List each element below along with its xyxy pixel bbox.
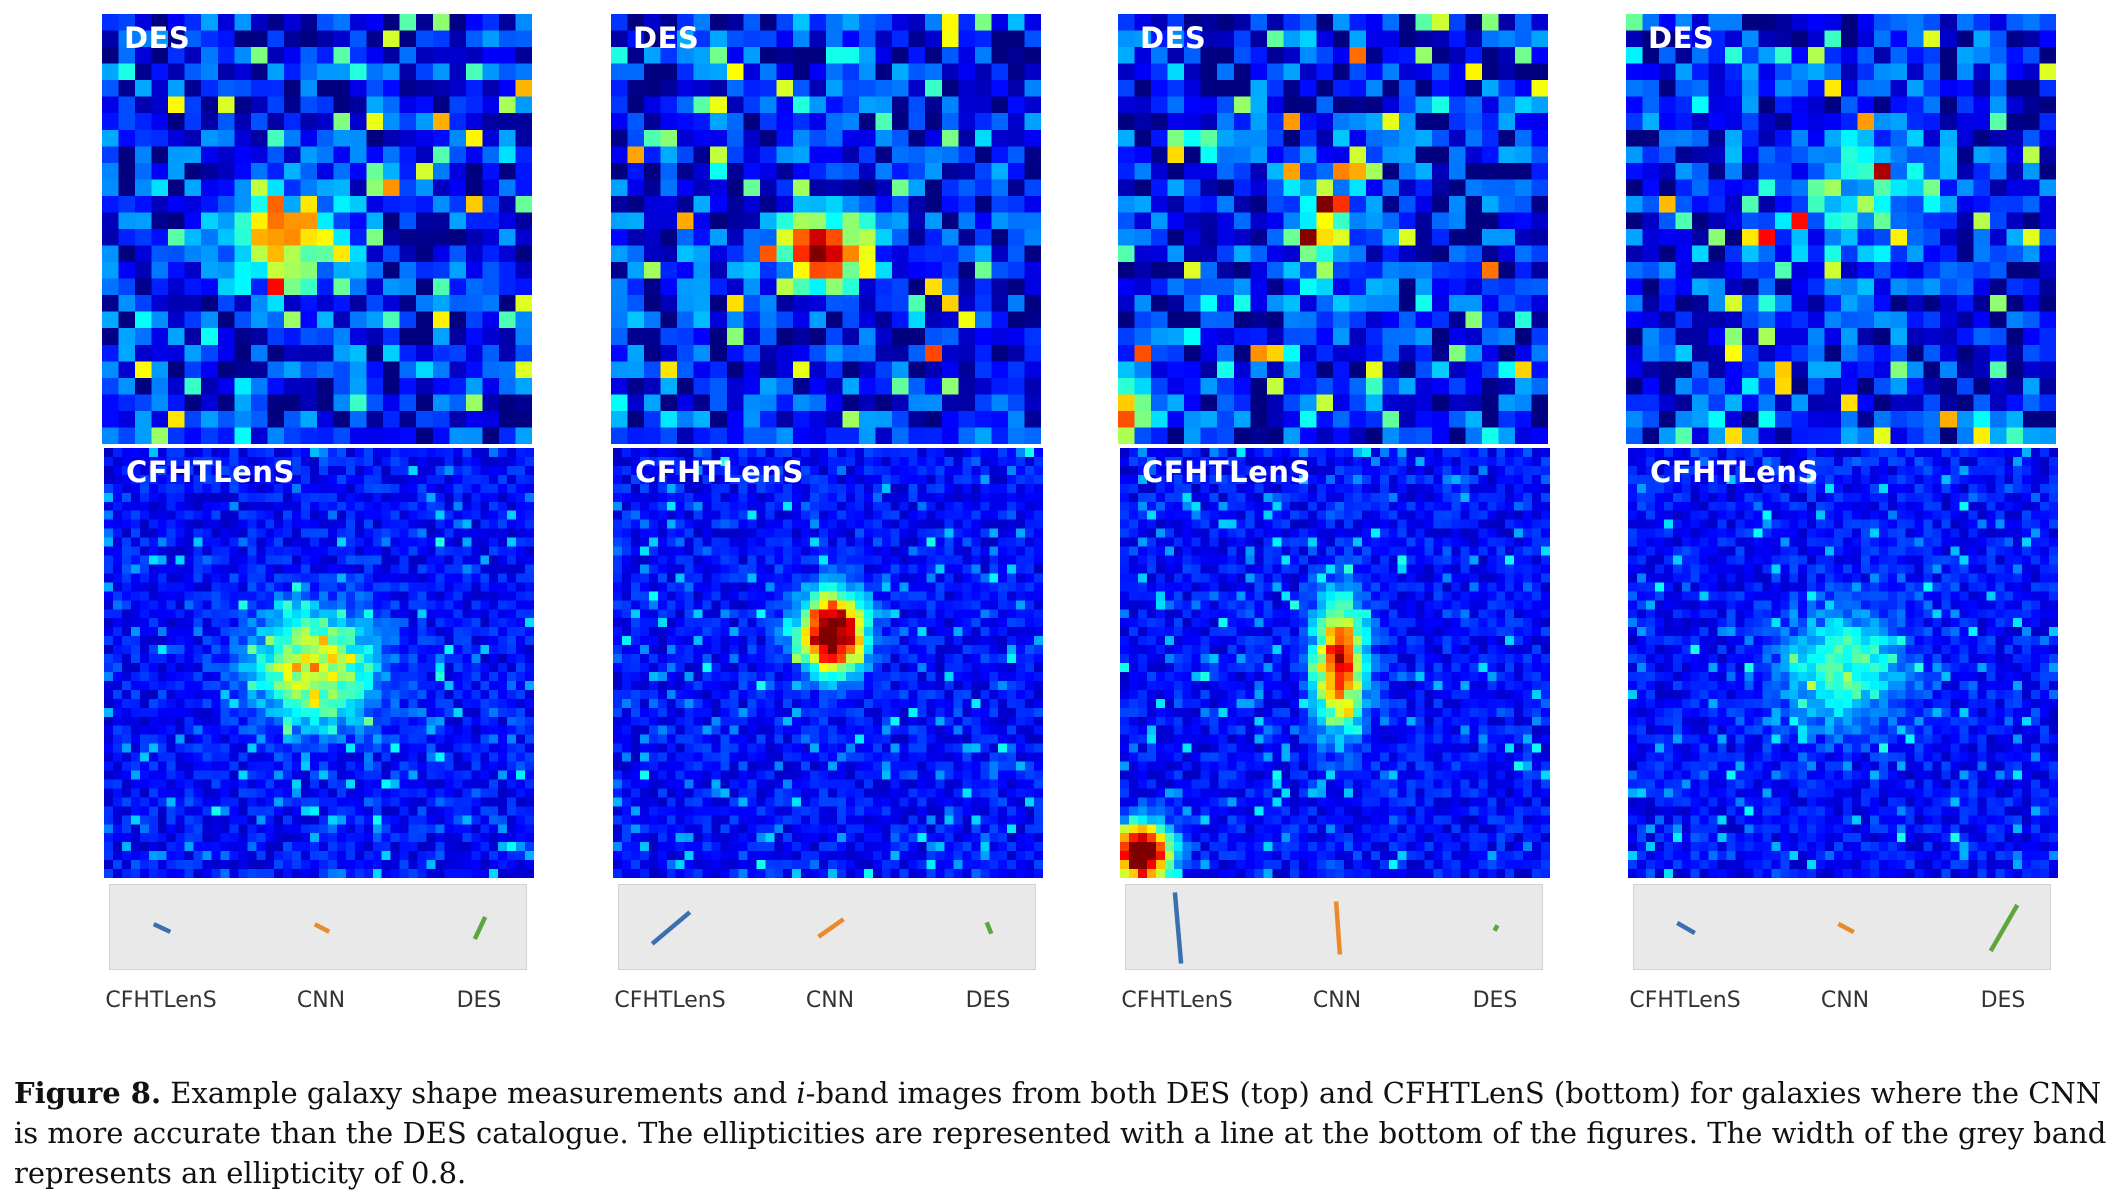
des-galaxy-image	[102, 14, 532, 444]
figure-column-1: DES CFHTLenS CFHTLenS CNN DES	[102, 14, 534, 1013]
ellipticity-stick-cnn	[1837, 921, 1855, 935]
des-image-panel: DES	[1626, 14, 2056, 444]
ellipticity-stick-cfhtlens	[1676, 920, 1696, 936]
ellipticity-stick-cfhtlens	[1172, 892, 1184, 964]
ellipticity-stick-cfhtlens	[650, 910, 692, 946]
ellipticity-stick-des	[984, 921, 994, 935]
figure-column-3: DES CFHTLenS CFHTLenS CNN DES	[1118, 14, 1550, 1013]
ellipticity-stick-des	[472, 915, 488, 941]
cfhtlens-galaxy-image	[613, 448, 1043, 878]
des-panel-label: DES	[633, 21, 700, 55]
ellipticity-sticks	[650, 910, 994, 946]
ellipticity-stick-cnn	[1333, 901, 1343, 955]
figure-caption: Figure 8. Example galaxy shape measureme…	[14, 1073, 2110, 1193]
caption-text-1: Example galaxy shape measurements and	[161, 1076, 797, 1110]
ellipticity-band	[1125, 884, 1543, 970]
des-image-panel: DES	[611, 14, 1041, 444]
caption-text-2: -band images from both DES (top) and CFH…	[14, 1076, 2107, 1190]
ellipticity-stick-des	[1492, 924, 1500, 932]
band-label-cfhtlens: CFHTLenS	[1629, 988, 1741, 1013]
ellipticity-band	[109, 884, 527, 970]
band-label-des: DES	[456, 988, 502, 1013]
cfhtlens-panel-label: CFHTLenS	[126, 455, 295, 489]
ellipticity-stick-des	[1988, 903, 2020, 953]
figure-column-4: DES CFHTLenS CFHTLenS CNN DES	[1626, 14, 2058, 1013]
caption-italic: i	[796, 1076, 806, 1110]
band-label-des: DES	[965, 988, 1011, 1013]
cfhtlens-image-panel: CFHTLenS	[1628, 448, 2058, 878]
des-galaxy-image	[1626, 14, 2056, 444]
band-label-des: DES	[1980, 988, 2026, 1013]
band-label-cnn: CNN	[805, 988, 855, 1013]
des-image-panel: DES	[1118, 14, 1548, 444]
ellipticity-band	[1633, 884, 2051, 970]
des-galaxy-image	[611, 14, 1041, 444]
ellipticity-stick-cnn	[817, 917, 845, 939]
band-label-cfhtlens: CFHTLenS	[1121, 988, 1233, 1013]
ellipticity-stick-cnn	[313, 922, 331, 934]
cfhtlens-panel-label: CFHTLenS	[635, 455, 804, 489]
ellipticity-stick-cfhtlens	[152, 922, 172, 934]
cfhtlens-image-panel: CFHTLenS	[1120, 448, 1550, 878]
band-label-cnn: CNN	[1820, 988, 1870, 1013]
ellipticity-sticks	[1676, 903, 2020, 953]
cfhtlens-galaxy-image	[1120, 448, 1550, 878]
cfhtlens-galaxy-image	[1628, 448, 2058, 878]
band-label-cnn: CNN	[1312, 988, 1362, 1013]
band-label-cfhtlens: CFHTLenS	[614, 988, 726, 1013]
cfhtlens-galaxy-image	[104, 448, 534, 878]
des-panel-label: DES	[124, 21, 191, 55]
des-galaxy-image	[1118, 14, 1548, 444]
cfhtlens-image-panel: CFHTLenS	[613, 448, 1043, 878]
band-label-des: DES	[1472, 988, 1518, 1013]
des-panel-label: DES	[1140, 21, 1207, 55]
cfhtlens-image-panel: CFHTLenS	[104, 448, 534, 878]
des-image-panel: DES	[102, 14, 532, 444]
band-label-cnn: CNN	[296, 988, 346, 1013]
ellipticity-sticks	[152, 915, 488, 941]
band-label-cfhtlens: CFHTLenS	[105, 988, 217, 1013]
cfhtlens-panel-label: CFHTLenS	[1142, 455, 1311, 489]
figure-label: Figure 8.	[14, 1076, 162, 1110]
des-panel-label: DES	[1648, 21, 1715, 55]
figure-column-2: DES CFHTLenS CFHTLenS CNN DES	[611, 14, 1043, 1013]
cfhtlens-panel-label: CFHTLenS	[1650, 455, 1819, 489]
ellipticity-band	[618, 884, 1036, 970]
ellipticity-sticks	[1172, 892, 1500, 964]
